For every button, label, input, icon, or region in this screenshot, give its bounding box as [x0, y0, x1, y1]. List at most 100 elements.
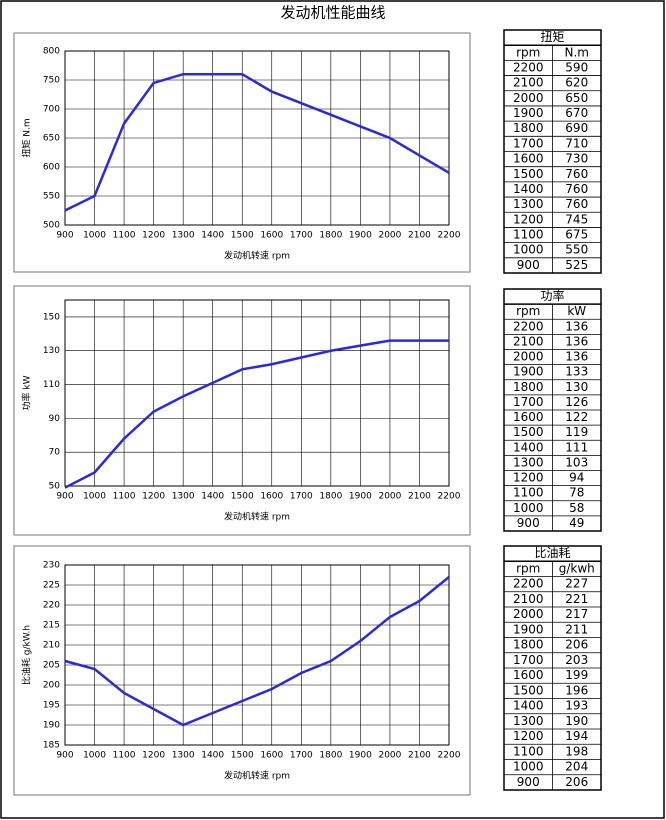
table-value: 227	[565, 577, 588, 591]
table-value: 122	[565, 410, 588, 424]
table-rpm: 1700	[513, 136, 544, 150]
table-value: 198	[565, 744, 588, 758]
table-value: 199	[565, 668, 588, 682]
table-value: 221	[565, 592, 588, 606]
table-rpm: 1100	[513, 228, 544, 242]
table-value: 94	[569, 471, 584, 485]
table-rpm: 1300	[513, 714, 544, 728]
y-tick-label: 215	[43, 621, 60, 631]
table-value: 206	[565, 775, 588, 789]
table-value: 119	[565, 425, 588, 439]
table-rpm: 2200	[513, 319, 544, 333]
table-rpm: 2000	[513, 91, 544, 105]
x-tick-label: 2200	[438, 231, 461, 241]
table-value: 670	[565, 106, 588, 120]
x-tick-label: 2100	[408, 492, 431, 502]
table-rpm: 1300	[513, 455, 544, 469]
x-tick-label: 1300	[172, 231, 195, 241]
y-tick-label: 550	[43, 192, 60, 202]
table-rpm: 2100	[513, 76, 544, 90]
x-tick-label: 1600	[260, 492, 283, 502]
table-value: 760	[565, 167, 588, 181]
table-value: 525	[565, 258, 588, 272]
data-line	[64, 339, 449, 489]
x-tick-label: 1300	[172, 492, 195, 502]
table-rpm: 2100	[513, 592, 544, 606]
x-tick-label: 1700	[290, 231, 313, 241]
x-tick-label: 1000	[83, 492, 106, 502]
y-tick-label: 190	[43, 721, 60, 731]
x-tick-label: 1400	[201, 751, 224, 761]
y-tick-label: 70	[49, 448, 61, 458]
x-tick-label: 1100	[113, 751, 136, 761]
table-header: rpm	[516, 304, 540, 318]
table-rpm: 1500	[513, 425, 544, 439]
table-title: 扭矩	[540, 30, 564, 44]
table-value: 111	[565, 440, 588, 454]
table-value: 136	[565, 350, 588, 364]
y-tick-label: 210	[43, 641, 60, 651]
x-tick-label: 2000	[378, 751, 401, 761]
data-line	[64, 72, 450, 212]
x-tick-label: 900	[56, 751, 73, 761]
x-tick-label: 1700	[290, 492, 313, 502]
table-value: 730	[565, 152, 588, 166]
x-axis-label: 发动机转速 rpm	[224, 770, 290, 782]
x-tick-label: 1000	[83, 751, 106, 761]
y-tick-label: 195	[43, 701, 60, 711]
table-rpm: 2200	[513, 577, 544, 591]
y-tick-label: 650	[43, 134, 60, 144]
x-tick-label: 1200	[142, 751, 165, 761]
table-rpm: 1700	[513, 653, 544, 667]
table-value: 710	[565, 136, 588, 150]
page-title: 发动机性能曲线	[280, 4, 385, 22]
x-tick-label: 1100	[113, 231, 136, 241]
table-title: 比油耗	[534, 546, 570, 560]
table-value: 550	[565, 243, 588, 257]
table-rpm: 1800	[513, 380, 544, 394]
table-value: 78	[569, 486, 584, 500]
x-tick-label: 1700	[290, 751, 313, 761]
table-rpm: 2200	[513, 60, 544, 74]
table-rpm: 1400	[513, 182, 544, 196]
table-value: 211	[565, 622, 588, 636]
table-rpm: 1500	[513, 167, 544, 181]
y-tick-label: 750	[43, 76, 60, 86]
table-value: 745	[565, 212, 588, 226]
x-tick-label: 1300	[172, 751, 195, 761]
table-rpm: 1200	[513, 729, 544, 743]
table-rpm: 1400	[513, 440, 544, 454]
table-value: 130	[565, 380, 588, 394]
table-header: g/kwh	[559, 561, 595, 575]
table-value: 620	[565, 76, 588, 90]
table-value: 49	[569, 516, 584, 530]
table-value: 58	[569, 501, 584, 515]
x-tick-label: 1100	[113, 492, 136, 502]
table-value: 204	[565, 760, 588, 774]
table-header: rpm	[516, 561, 540, 575]
table-rpm: 1000	[513, 501, 544, 515]
table-value: 690	[565, 121, 588, 135]
y-tick-label: 220	[43, 601, 60, 611]
y-tick-label: 800	[43, 47, 60, 57]
table-rpm: 900	[517, 516, 540, 530]
table-rpm: 1300	[513, 197, 544, 211]
table-rpm: 900	[517, 775, 540, 789]
table-rpm: 900	[517, 258, 540, 272]
data-line	[64, 576, 450, 727]
table-rpm: 1700	[513, 395, 544, 409]
table-value: 103	[565, 455, 588, 469]
table-header: N.m	[565, 45, 589, 59]
table-rpm: 1800	[513, 121, 544, 135]
table-rpm: 1200	[513, 471, 544, 485]
table-rpm: 1900	[513, 622, 544, 636]
table-rpm: 2000	[513, 607, 544, 621]
x-tick-label: 1800	[319, 231, 342, 241]
x-tick-label: 1800	[319, 492, 342, 502]
x-axis-label: 发动机转速 rpm	[224, 511, 290, 523]
table-value: 760	[565, 182, 588, 196]
x-tick-label: 1200	[142, 231, 165, 241]
table-value: 196	[565, 683, 588, 697]
x-tick-label: 2000	[378, 492, 401, 502]
